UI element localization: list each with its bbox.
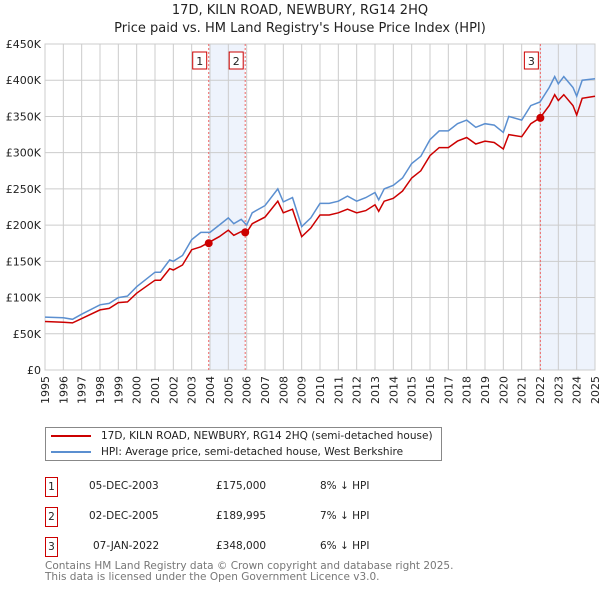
- price-paid-line: [44, 93, 596, 324]
- y-tick-label: £250K: [6, 183, 42, 196]
- price-chart: 1995 1996 1997 1998 1999 2000 2001 2002 2003 2004…: [6, 38, 600, 404]
- x-tick-label: 2007: [259, 376, 272, 404]
- y-tick-label: £100K: [6, 292, 42, 305]
- x-tick-label: 1997: [76, 376, 89, 404]
- x-tick-label: 1999: [112, 376, 125, 404]
- legend: 17D, KILN ROAD, NEWBURY, RG14 2HQ (semi-…: [45, 427, 442, 461]
- x-tick-label: 1998: [94, 376, 107, 404]
- x-tick-label: 1995: [39, 376, 52, 404]
- legend-swatch-blue: [51, 451, 91, 453]
- x-tick-label: 2019: [479, 376, 492, 404]
- x-tick-label: 2009: [296, 376, 309, 404]
- x-tick-label: 2010: [314, 376, 327, 404]
- sale-price: £175,000: [216, 480, 267, 492]
- x-tick-label: 2005: [222, 376, 235, 404]
- footer: Contains HM Land Registry data © Crown c…: [45, 561, 453, 583]
- sale-label-3: 3: [523, 51, 539, 70]
- x-tick-label: 2023: [552, 376, 565, 404]
- sale-label-box: [228, 51, 244, 70]
- sale-badge: 1: [45, 477, 58, 497]
- legend-label: HPI: Average price, semi-detached house,…: [101, 446, 404, 458]
- plot-frame: [44, 43, 596, 371]
- y-tick-label: £50K: [13, 328, 42, 341]
- sale-label-box: [192, 51, 208, 70]
- sale-date: 02-DEC-2005: [89, 510, 159, 522]
- shaded-period: [208, 44, 246, 370]
- x-tick-label: 2012: [351, 376, 364, 404]
- footer-licence: This data is licensed under the Open Gov…: [45, 571, 380, 583]
- x-tick-label: 2000: [131, 376, 144, 404]
- sale-point: [241, 228, 250, 237]
- legend-item-price: 17D, KILN ROAD, NEWBURY, RG14 2HQ (semi-…: [51, 428, 433, 444]
- sale-label-1: 1: [192, 51, 208, 70]
- legend-label: 17D, KILN ROAD, NEWBURY, RG14 2HQ (semi-…: [101, 430, 433, 442]
- sale-label-box: [523, 51, 539, 70]
- x-tick-label: 2024: [571, 376, 584, 404]
- sale-badge: 2: [45, 507, 58, 527]
- x-tick-label: 2001: [149, 376, 162, 404]
- sale-price: £189,995: [216, 510, 267, 522]
- hpi-line: [44, 74, 596, 321]
- legend-swatch-red: [51, 435, 91, 437]
- x-tick-label: 2015: [406, 376, 419, 404]
- x-tick-label: 2008: [277, 376, 290, 404]
- x-tick-label: 2021: [516, 376, 529, 404]
- y-tick-label: £400K: [6, 74, 42, 87]
- sale-delta: 8% ↓ HPI: [320, 480, 370, 492]
- x-tick-label: 2025: [589, 376, 600, 404]
- sale-date: 05-DEC-2003: [89, 480, 159, 492]
- footer-copyright: Contains HM Land Registry data © Crown c…: [45, 560, 454, 572]
- sale-badge: 3: [45, 537, 58, 557]
- x-tick-label: 1996: [57, 376, 70, 404]
- sale-point: [204, 239, 213, 248]
- sale-delta: 6% ↓ HPI: [320, 540, 370, 552]
- x-tick-label: 2018: [461, 376, 474, 404]
- sale-label-text: 1: [196, 55, 203, 68]
- y-tick-label: £150K: [6, 255, 42, 268]
- sale-label-text: 3: [528, 55, 535, 68]
- legend-item-hpi: HPI: Average price, semi-detached house,…: [51, 444, 403, 460]
- x-tick-label: 2016: [424, 376, 437, 404]
- y-tick-label: £350K: [6, 110, 42, 123]
- chart-title: 17D, KILN ROAD, NEWBURY, RG14 2HQ: [171, 3, 429, 18]
- chart-subtitle: Price paid vs. HM Land Registry's House …: [114, 21, 486, 36]
- y-tick-label: £300K: [6, 147, 42, 160]
- x-tick-label: 2006: [241, 376, 254, 404]
- sale-label-2: 2: [228, 51, 244, 70]
- y-tick-label: £450K: [6, 38, 42, 51]
- x-tick-label: 2014: [387, 376, 400, 404]
- x-tick-label: 2017: [442, 376, 455, 404]
- x-tick-label: 2002: [167, 376, 180, 404]
- sale-delta: 7% ↓ HPI: [320, 510, 370, 522]
- sale-point: [536, 113, 545, 122]
- x-tick-label: 2004: [204, 376, 217, 404]
- shaded-period: [540, 44, 595, 370]
- y-tick-label: £200K: [6, 219, 42, 232]
- sale-date: 07-JAN-2022: [93, 540, 160, 552]
- x-tick-label: 2003: [186, 376, 199, 404]
- x-tick-label: 2013: [369, 376, 382, 404]
- sale-label-text: 2: [233, 55, 240, 68]
- x-tick-label: 2020: [497, 376, 510, 404]
- sale-price: £348,000: [216, 540, 267, 552]
- x-tick-label: 2011: [332, 376, 345, 404]
- y-tick-label: £0: [27, 364, 41, 377]
- x-tick-label: 2022: [534, 376, 547, 404]
